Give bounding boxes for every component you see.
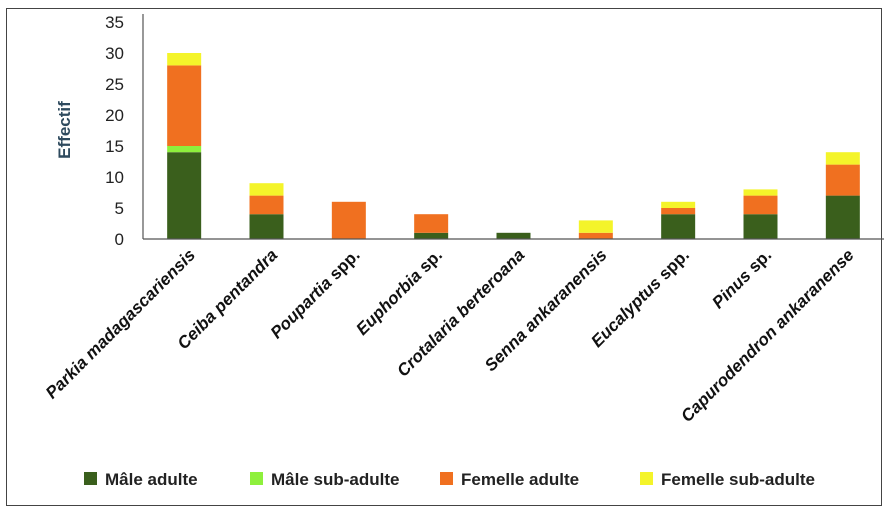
bar-segment [578,220,613,233]
y-tick-label: 10 [105,168,124,187]
bar-segment [249,214,284,239]
chart-frame [6,8,882,506]
bar-segment [578,232,613,239]
y-tick-label: 30 [105,44,124,63]
legend-swatch [640,472,653,485]
bar-segment [743,195,778,215]
legend-label: Femelle adulte [461,470,579,489]
legend-label: Mâle sub-adulte [271,470,399,489]
bar-segment [743,189,778,196]
bar-segment [167,152,202,239]
category-label: Parkia madagascariensis [42,245,199,402]
axes [142,14,884,240]
bars [167,53,860,239]
bar-segment [167,146,202,153]
legend-swatch [250,472,263,485]
legend-swatch [440,472,453,485]
bar-segment [414,232,449,239]
bar-segment [249,183,284,196]
bar-segment [661,214,696,239]
category-label: Poupartia spp. [267,245,364,342]
bar-segment [496,232,531,239]
category-label: Capurodendron ankaranense [677,245,857,425]
bar-segment [167,65,202,146]
bar-segment [661,208,696,215]
y-tick-label: 5 [115,199,124,218]
y-tick-label: 15 [105,137,124,156]
legend-label: Mâle adulte [105,470,198,489]
y-tick-label: 25 [105,75,124,94]
bar-segment [743,214,778,239]
bar-segment [825,152,860,165]
y-tick-label: 35 [105,13,124,32]
category-label: Euphorbia sp. [352,245,446,339]
bar-segment [249,195,284,215]
y-tick-label: 20 [105,106,124,125]
legend-swatch [84,472,97,485]
y-axis-label: Effectif [55,101,74,159]
bar-segment [661,201,696,208]
bar-segment [331,201,366,239]
legend: Mâle adulte Mâle sub-adulte Femelle adulte… [84,470,815,489]
bar-segment [167,53,202,66]
bar-segment [825,164,860,196]
y-tick-label: 0 [115,230,124,249]
bar-segment [825,195,860,239]
y-axis-ticks: 0 5 10 15 20 25 30 35 [105,13,124,249]
category-label: Pinus sp. [708,245,775,312]
bar-segment [414,214,449,233]
legend-label: Femelle sub-adulte [661,470,815,489]
